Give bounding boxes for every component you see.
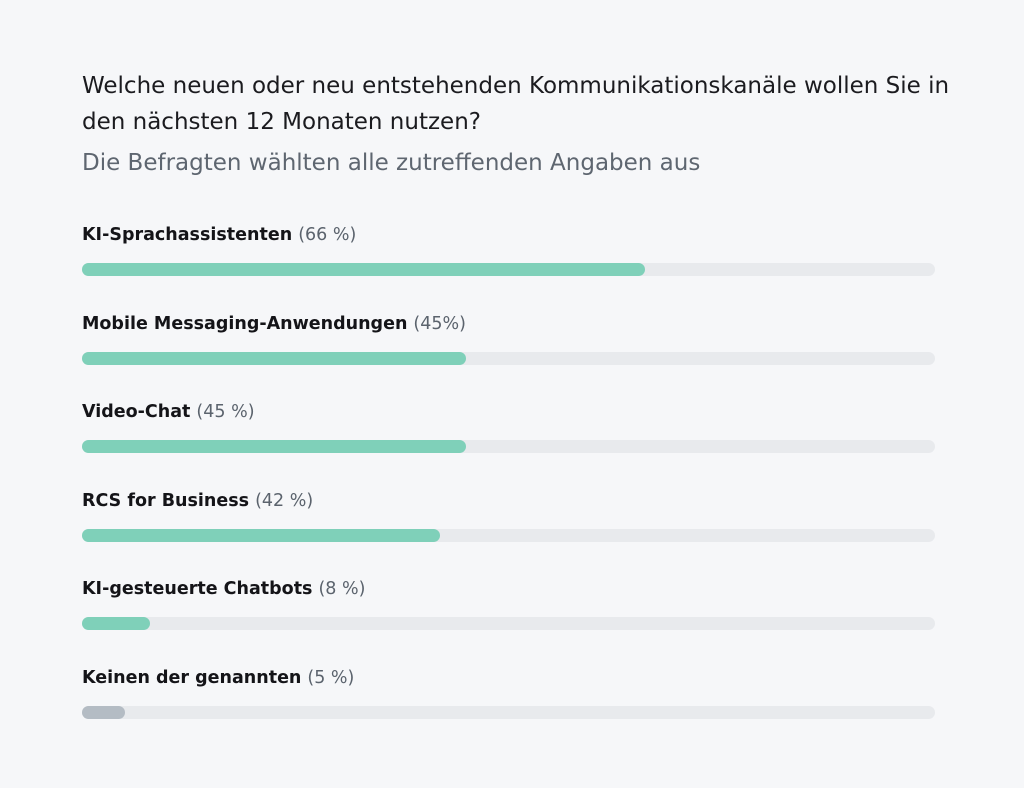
bar-list: KI-Sprachassistenten (66 %) Mobile Messag… bbox=[82, 220, 935, 752]
bar-track bbox=[82, 528, 935, 542]
value-label: (5 %) bbox=[307, 667, 355, 688]
bar-track bbox=[82, 617, 935, 631]
bar-label: Video-Chat (45 %) bbox=[82, 397, 255, 427]
bar-label: Mobile Messaging-Anwendungen (45%) bbox=[82, 309, 466, 339]
category-label: Video-Chat bbox=[82, 402, 191, 423]
bar-label: KI-gesteuerte Chatbots (8 %) bbox=[82, 574, 365, 604]
bar-row: KI-Sprachassistenten (66 %) bbox=[82, 220, 935, 309]
bar-label: KI-Sprachassistenten (66 %) bbox=[82, 220, 356, 250]
bar-fill bbox=[82, 705, 125, 719]
chart-title: Welche neuen oder neu entstehenden Kommu… bbox=[82, 73, 950, 135]
category-label: KI-Sprachassistenten bbox=[82, 225, 293, 245]
bar-label: Keinen der genannten (5 %) bbox=[82, 663, 354, 693]
chart-subtitle: Die Befragten wählten alle zutreffenden … bbox=[82, 150, 701, 176]
bar-fill bbox=[82, 263, 645, 276]
value-label: (66 %) bbox=[298, 225, 357, 245]
bar-track bbox=[82, 440, 935, 454]
value-label: (45 %) bbox=[196, 402, 255, 423]
value-label: (45%) bbox=[413, 313, 466, 334]
bar-row: Keinen der genannten (5 %) bbox=[82, 663, 935, 752]
bar-fill bbox=[82, 440, 466, 454]
bar-row: RCS for Business (42 %) bbox=[82, 486, 935, 575]
bar-track bbox=[82, 705, 935, 719]
category-label: RCS for Business bbox=[82, 490, 250, 511]
bar-track bbox=[82, 263, 935, 276]
bar-fill bbox=[82, 351, 466, 365]
bar-label: RCS for Business (42 %) bbox=[82, 486, 313, 516]
bar-row: KI-gesteuerte Chatbots (8 %) bbox=[82, 574, 935, 663]
bar-row: Video-Chat (45 %) bbox=[82, 397, 935, 486]
category-label: Mobile Messaging-Anwendungen bbox=[82, 313, 408, 334]
bar-row: Mobile Messaging-Anwendungen (45%) bbox=[82, 309, 935, 398]
category-label: Keinen der genannten bbox=[82, 667, 302, 688]
value-label: (8 %) bbox=[318, 579, 366, 600]
bar-track bbox=[82, 351, 935, 365]
category-label: KI-gesteuerte Chatbots bbox=[82, 579, 313, 600]
value-label: (42 %) bbox=[255, 490, 314, 511]
bar-fill bbox=[82, 528, 441, 542]
bar-fill bbox=[82, 617, 151, 631]
